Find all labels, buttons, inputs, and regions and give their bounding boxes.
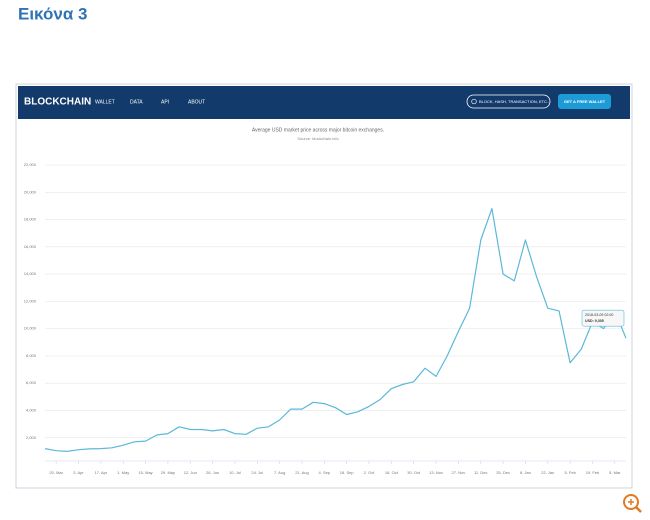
y-tick-label: 22,000 <box>24 162 37 167</box>
x-tick-label: 30. Oct <box>407 470 421 475</box>
tooltip-text: USD: 9,305 <box>585 319 604 323</box>
x-tick-label: 8. Jan <box>520 470 531 475</box>
x-tick-label: 3. Apr <box>73 470 84 475</box>
chart-subtitle: Average USD market price across major bi… <box>252 127 384 133</box>
x-tick-label: 25. Dec <box>496 470 510 475</box>
wallet-button[interactable] <box>558 94 611 109</box>
x-tick-label: 4. Sep <box>319 470 331 475</box>
x-tick-label: 11. Dec <box>474 470 488 475</box>
plot: 2,000 4,000 6,000 8,000 10,000 12,000 14,000 16… <box>24 162 627 475</box>
x-tick-label: 24. Jul <box>251 470 263 475</box>
wallet-button-label: GET A FREE WALLET <box>564 99 606 104</box>
y-tick-label: 4,000 <box>26 408 37 413</box>
y-tick-label: 18,000 <box>24 217 37 222</box>
price-line <box>44 208 627 452</box>
y-tick-label: 20,000 <box>24 189 37 194</box>
search-box[interactable] <box>466 94 551 109</box>
nav-link[interactable]: DATA <box>130 99 143 105</box>
tooltip-box <box>581 309 625 327</box>
x-tick-label: 5. Mar <box>609 470 621 475</box>
x-tick-label: 5. Feb <box>564 470 576 475</box>
x-tick-label: 18. Sep <box>340 470 355 475</box>
x-tick-label: 13. Nov <box>429 470 443 475</box>
heading: Εικόνα 3 <box>18 4 87 23</box>
x-tick-label: 26. Jun <box>206 470 219 475</box>
x-tick-label: 19. Feb <box>586 470 600 475</box>
y-tick-label: 2,000 <box>26 435 37 440</box>
x-tick-label: 10. Jul <box>229 470 241 475</box>
chart-source: Source: blockchain.info <box>297 136 339 141</box>
brand[interactable]: BLOCKCHAIN <box>24 97 91 108</box>
x-tick-label: 15. May <box>138 470 152 475</box>
x-tick-label: 7. Aug <box>274 470 285 475</box>
zoom-handle <box>635 506 642 513</box>
x-tick-label: 16. Oct <box>385 470 399 475</box>
y-tick-label: 10,000 <box>24 326 37 331</box>
y-tick-label: 12,000 <box>24 298 37 303</box>
x-tick-label: 12. Jun <box>184 470 197 475</box>
y-tick-label: 8,000 <box>26 353 37 358</box>
y-tick-label: 14,000 <box>24 271 37 276</box>
y-tick-label: 6,000 <box>26 380 37 385</box>
x-tick-label: 22. Jan <box>541 470 554 475</box>
search-icon <box>471 98 477 105</box>
nav-link[interactable]: WALLET <box>95 99 115 105</box>
x-tick-label: 20. Mar <box>49 470 63 475</box>
x-tick-label: 2. Oct <box>364 470 376 475</box>
x-tick-label: 1. May <box>117 470 129 475</box>
nav-link[interactable]: API <box>161 99 169 105</box>
x-tick-label: 27. Nov <box>452 470 466 475</box>
x-tick-label: 17. Apr <box>95 470 108 475</box>
x-tick-label: 29. May <box>161 470 175 475</box>
nav-link[interactable]: ABOUT <box>188 99 205 105</box>
zoom-icon[interactable] <box>623 494 639 510</box>
tooltip-title: 2018-03-09 02:00 <box>585 313 613 317</box>
x-tick-label: 21. Aug <box>295 470 309 475</box>
search-placeholder: BLOCK, HASH, TRANSACTION, ETC... <box>479 99 550 104</box>
y-tick-label: 16,000 <box>24 244 37 249</box>
nav-bar <box>18 86 630 119</box>
screenshot-frame <box>15 83 633 489</box>
